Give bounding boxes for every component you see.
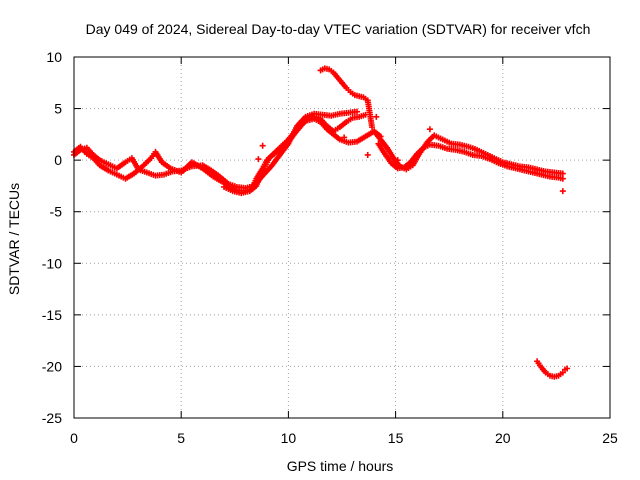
- x-tick-label: 25: [602, 430, 618, 446]
- x-axis-label: GPS time / hours: [287, 458, 394, 474]
- gridlines: [74, 57, 610, 418]
- plot-frame: [73, 56, 611, 419]
- series-track-f: [317, 65, 376, 131]
- y-tick-label: -25: [42, 410, 62, 426]
- data-point: [426, 126, 433, 133]
- chart-title: Day 049 of 2024, Sidereal Day-to-day VTE…: [86, 21, 591, 37]
- y-tick-label: -15: [42, 307, 62, 323]
- y-tick-label: -20: [42, 358, 62, 374]
- y-tick-label: -5: [50, 204, 63, 220]
- data-point: [559, 369, 566, 376]
- data-point: [394, 157, 401, 164]
- data-point: [364, 151, 371, 158]
- data-point: [559, 175, 566, 182]
- data-point: [341, 134, 348, 141]
- axis-ticks: 0 5 10 15 20 25 -25 -20 -15 -10 -5 0 5 10: [42, 49, 618, 446]
- data-point: [564, 365, 571, 372]
- data-point: [259, 142, 266, 149]
- series-outliers: [255, 113, 566, 195]
- y-tick-label: 5: [54, 101, 62, 117]
- y-tick-label: -10: [42, 255, 62, 271]
- series-track-c: [221, 111, 369, 197]
- series-track-g: [534, 358, 571, 380]
- data-point: [255, 156, 262, 163]
- x-tick-label: 5: [177, 430, 185, 446]
- x-tick-label: 10: [281, 430, 297, 446]
- y-axis-label: SDTVAR / TECUs: [6, 183, 22, 295]
- x-tick-label: 15: [388, 430, 404, 446]
- data-point: [559, 170, 566, 177]
- data-point: [373, 113, 380, 120]
- data-point: [354, 108, 361, 115]
- series-track-b: [71, 115, 384, 195]
- data-point: [369, 124, 376, 131]
- x-tick-label: 0: [70, 430, 78, 446]
- data-point: [559, 188, 566, 195]
- x-tick-label: 20: [495, 430, 511, 446]
- series-track-e: [375, 140, 566, 182]
- y-tick-label: 0: [54, 152, 62, 168]
- y-tick-label: 10: [46, 49, 62, 65]
- data-points: [71, 65, 571, 380]
